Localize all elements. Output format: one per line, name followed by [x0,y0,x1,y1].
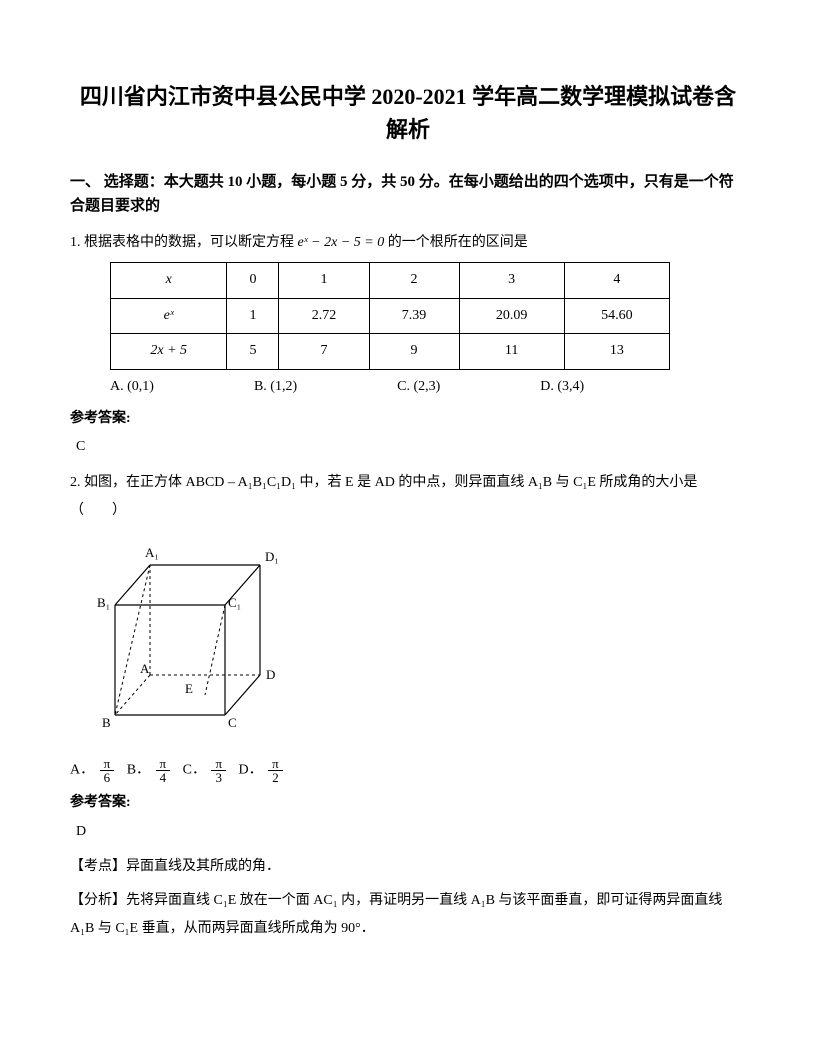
q1-answer: C [76,436,746,458]
cell: 3 [459,263,564,298]
cell: 13 [564,334,669,369]
label-b: B [102,715,111,730]
q2-analysis: 【分析】先将异面直线 C₁E 放在一个面 AC₁ 内，再证明另一直线 A₁B 与… [70,887,746,943]
label-d: D [266,667,275,682]
cell: x [111,263,227,298]
cell: 7.39 [369,298,459,333]
q2-answer: D [76,821,746,843]
frac-a: π6 [100,757,115,784]
cell: 9 [369,334,459,369]
cell: 11 [459,334,564,369]
option-d: D. (3,4) [540,376,584,398]
page-title: 四川省内江市资中县公民中学 2020-2021 学年高二数学理模拟试卷含解析 [70,80,746,146]
q1-prefix: 1. 根据表格中的数据，可以断定方程 [70,235,298,250]
option-c: C. (2,3) [397,376,440,398]
cube-svg: A₁ D₁ B₁ C₁ A D B C E [90,535,330,745]
label-d1: D₁ [265,549,279,564]
cell: 4 [564,263,669,298]
table-row: eˣ 1 2.72 7.39 20.09 54.60 [111,298,670,333]
q2-topic: 【考点】异面直线及其所成的角． [70,853,746,881]
cube-diagram: A₁ D₁ B₁ C₁ A D B C E [90,535,746,753]
q1-equation: eˣ − 2x − 5 = 0 [298,235,385,250]
frac-b: π4 [156,757,171,784]
cell: 1 [279,263,369,298]
q1-text: 1. 根据表格中的数据，可以断定方程 eˣ − 2x − 5 = 0 的一个根所… [70,232,746,254]
q1-suffix: 的一个根所在的区间是 [388,235,528,250]
cell: 2x + 5 [111,334,227,369]
q1-table: x 0 1 2 3 4 eˣ 1 2.72 7.39 20.09 54.60 2… [110,262,670,369]
cell: 2 [369,263,459,298]
cell: 0 [227,263,279,298]
cell: 2.72 [279,298,369,333]
frac-d: π2 [268,757,283,784]
option-a-label: A． [70,763,94,778]
option-a: A. (0,1) [110,376,154,398]
label-c1: C₁ [228,595,241,610]
q2-text: 2. 如图，在正方体 ABCD – A₁B₁C₁D₁ 中，若 E 是 AD 的中… [70,469,746,525]
answer-label: 参考答案: [70,792,746,814]
option-b: B. (1,2) [254,376,297,398]
cell: 7 [279,334,369,369]
cell: 5 [227,334,279,369]
label-b1: B₁ [97,595,110,610]
cell: 1 [227,298,279,333]
cell: 20.09 [459,298,564,333]
label-a1: A₁ [145,545,159,560]
frac-c: π3 [211,757,226,784]
label-c: C [228,715,237,730]
q1-options: A. (0,1) B. (1,2) C. (2,3) D. (3,4) [110,376,746,398]
option-d-label: D． [239,763,263,778]
label-a: A [140,661,150,676]
option-b-label: B． [127,763,150,778]
table-row: x 0 1 2 3 4 [111,263,670,298]
label-e: E [185,681,193,696]
cell: 54.60 [564,298,669,333]
answer-label: 参考答案: [70,408,746,430]
table-row: 2x + 5 5 7 9 11 13 [111,334,670,369]
cell: eˣ [111,298,227,333]
q2-options: A． π6 B． π4 C． π3 D． π2 [70,757,746,784]
section-heading: 一、 选择题：本大题共 10 小题，每小题 5 分，共 50 分。在每小题给出的… [70,170,746,218]
option-c-label: C． [183,763,206,778]
